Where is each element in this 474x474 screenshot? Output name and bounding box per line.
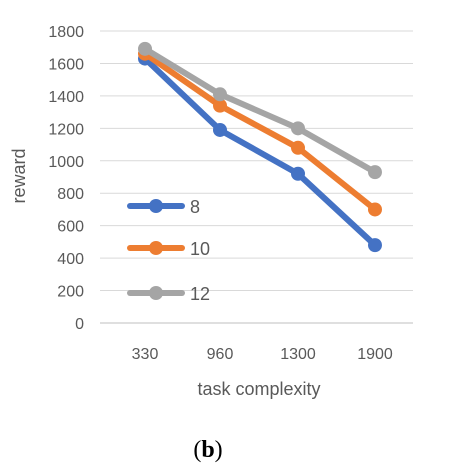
legend: 8 10 12 — [127, 197, 210, 304]
y-tick-label: 1400 — [48, 89, 84, 106]
data-point-10 — [291, 140, 305, 155]
legend-label: 12 — [190, 284, 210, 304]
legend-label: 10 — [190, 239, 210, 259]
caption-open-paren: ( — [193, 437, 202, 463]
x-tick-label: 960 — [207, 346, 234, 363]
y-tick-label: 1800 — [48, 24, 84, 41]
y-tick-label: 600 — [57, 219, 84, 236]
y-tick-label: 400 — [57, 251, 84, 268]
data-point-8 — [213, 122, 227, 137]
caption-label: b — [201, 437, 215, 463]
legend-label: 8 — [190, 197, 200, 217]
y-tick-label: 1200 — [48, 121, 84, 138]
x-tick-label: 330 — [132, 346, 159, 363]
data-point-12 — [291, 121, 305, 136]
axes: 0 200 400 600 800 1000 1200 1400 1600 1800 330 960 1… — [48, 24, 413, 363]
data-point-10 — [213, 98, 227, 113]
x-axis-title: task complexity — [197, 379, 320, 399]
y-tick-label: 1000 — [48, 154, 84, 171]
series-line-12 — [142, 45, 378, 176]
y-tick-label: 1600 — [48, 56, 84, 73]
data-point-8 — [291, 166, 305, 181]
series-line-10 — [142, 50, 378, 213]
y-tick-label: 200 — [57, 284, 84, 301]
data-point-12 — [138, 41, 152, 56]
series-lines — [138, 41, 382, 253]
legend-swatch-marker — [149, 199, 163, 213]
data-point-12 — [213, 87, 227, 102]
caption-close-paren: ) — [214, 437, 223, 463]
x-tick-label: 1300 — [280, 346, 316, 363]
legend-swatch-marker — [149, 241, 163, 255]
figure-caption: (b) — [0, 437, 416, 464]
legend-swatch-marker — [149, 286, 163, 300]
series-line-8 — [142, 55, 378, 249]
data-point-10 — [368, 202, 382, 217]
x-tick-label: 1900 — [357, 346, 393, 363]
y-tick-label: 0 — [75, 316, 84, 333]
data-point-8 — [368, 238, 382, 253]
y-tick-label: 800 — [57, 186, 84, 203]
y-axis-title: reward — [9, 148, 29, 203]
gridlines — [100, 30, 413, 292]
data-point-12 — [368, 165, 382, 180]
